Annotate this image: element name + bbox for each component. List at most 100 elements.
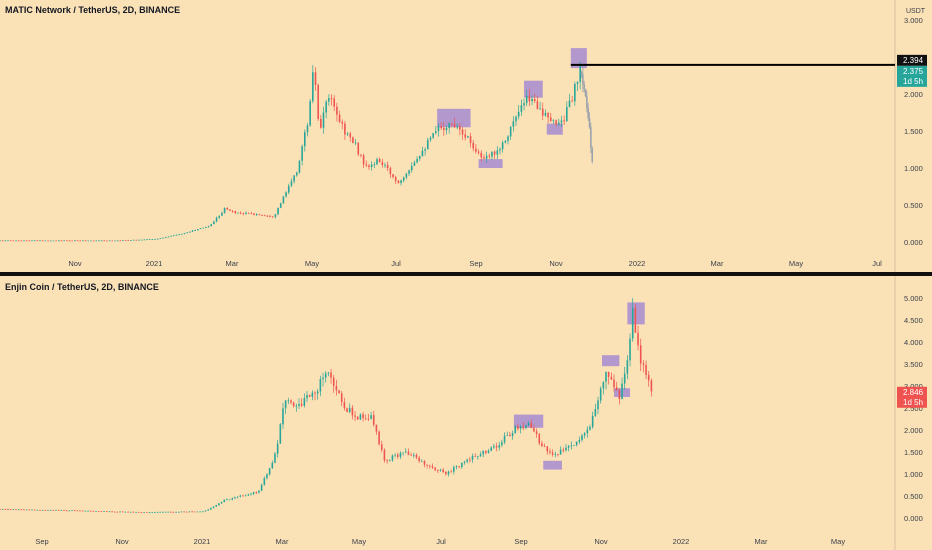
- enj-candle-body: [352, 408, 354, 416]
- matic-candle-body: [34, 240, 36, 241]
- matic-candle-body: [352, 137, 354, 143]
- enj-candle-body: [90, 511, 92, 512]
- matic-x-tick-label: Nov: [68, 259, 82, 268]
- matic-candle-body: [186, 232, 188, 233]
- matic-x-tick-label: Nov: [549, 259, 563, 268]
- matic-highlight-box: [547, 124, 563, 135]
- enj-candle-body: [141, 512, 143, 513]
- enj-candle-body: [306, 395, 308, 398]
- matic-candle-body: [432, 133, 434, 138]
- enj-candle-body: [504, 436, 506, 443]
- enj-candle-body: [389, 460, 391, 461]
- matic-candle-body: [42, 240, 44, 241]
- matic-highlight-box: [479, 159, 503, 168]
- matic-candle-body: [349, 134, 351, 138]
- enj-candle-body: [514, 426, 516, 433]
- matic-candle-body: [221, 213, 223, 216]
- enj-candle-body: [215, 505, 217, 506]
- enj-chart-title: Enjin Coin / TetherUS, 2D, BINANCE: [5, 282, 159, 292]
- enj-candle-body: [181, 512, 183, 513]
- enj-candle-body: [330, 373, 332, 378]
- matic-candle-body: [275, 214, 277, 217]
- enj-candle-body: [37, 510, 39, 511]
- enj-candle-body: [103, 511, 105, 512]
- enj-candle-body: [410, 455, 412, 456]
- enj-x-tick-label: 2021: [194, 537, 211, 546]
- enj-candle-body: [392, 456, 394, 461]
- enj-candle-body: [450, 472, 452, 473]
- matic-candle-body: [277, 208, 279, 215]
- matic-candle-body: [226, 208, 228, 209]
- matic-candle-body: [333, 98, 335, 106]
- matic-candle-body: [243, 213, 245, 214]
- matic-candle-body: [539, 109, 541, 110]
- matic-candle-body: [382, 162, 384, 165]
- enj-candle-body: [488, 451, 490, 453]
- matic-candle-body: [406, 174, 408, 178]
- enj-candle-body: [95, 511, 97, 512]
- matic-candle-body: [261, 215, 263, 216]
- enj-candle-body: [442, 470, 444, 472]
- enj-candle-body: [405, 452, 407, 453]
- matic-candle-body: [0, 240, 1, 241]
- enj-candle-body: [573, 445, 575, 446]
- matic-candle-body: [424, 149, 426, 150]
- matic-candle-body: [69, 240, 71, 241]
- enj-candle-body: [587, 430, 589, 434]
- matic-ghost-body: [585, 89, 587, 96]
- enj-candle-body: [165, 512, 167, 513]
- enj-candle-body: [261, 485, 263, 491]
- matic-candle-body: [464, 134, 466, 137]
- matic-candle-body: [577, 82, 579, 84]
- matic-candle-body: [531, 99, 533, 101]
- matic-candle-body: [213, 222, 215, 225]
- enj-candle-body: [562, 450, 564, 451]
- matic-candle-body: [58, 240, 60, 241]
- enj-x-tick-label: Jul: [436, 537, 446, 546]
- enj-y-tick-label: 1.500: [904, 448, 923, 457]
- enj-candle-body: [336, 386, 338, 390]
- enj-x-tick-label: May: [352, 537, 366, 546]
- enj-candle-body: [312, 393, 314, 397]
- enj-candle-body: [7, 509, 9, 510]
- enj-y-tick-label: 0.000: [904, 514, 923, 523]
- enj-candle-body: [648, 375, 650, 380]
- matic-candle-body: [374, 164, 376, 165]
- enj-candle-body: [229, 499, 231, 500]
- enj-candle-body: [15, 509, 17, 510]
- enj-candle-body: [584, 433, 586, 435]
- enj-candle-body: [424, 461, 426, 465]
- enj-candle-body: [290, 400, 292, 402]
- enj-candle-body: [245, 495, 247, 496]
- enj-candle-body: [138, 512, 140, 513]
- enj-candle-body: [501, 442, 503, 445]
- matic-candle-body: [339, 115, 341, 122]
- enj-candle-body: [58, 510, 60, 511]
- enj-candle-body: [621, 384, 623, 399]
- matic-ghost-body: [583, 84, 585, 89]
- enj-candle-body: [538, 434, 540, 443]
- enj-candle-body: [365, 418, 367, 419]
- enj-highlight-box: [543, 461, 562, 470]
- matic-candle-body: [216, 218, 218, 222]
- enj-candle-body: [469, 460, 471, 461]
- matic-candle-body: [248, 213, 250, 214]
- matic-candle-body: [307, 125, 309, 132]
- pane-separator[interactable]: [0, 272, 932, 276]
- matic-candle-body: [165, 237, 167, 238]
- matic-candle-body: [71, 241, 73, 242]
- matic-candle-body: [363, 155, 365, 164]
- matic-candle-body: [515, 117, 517, 122]
- enj-candle-body: [10, 509, 12, 510]
- matic-candle-body: [400, 180, 402, 183]
- matic-candle-body: [526, 96, 528, 103]
- enj-candle-body: [53, 510, 55, 511]
- enj-candle-body: [194, 512, 196, 513]
- enj-candle-body: [210, 508, 212, 510]
- enj-candle-body: [93, 511, 95, 512]
- matic-candle-body: [309, 101, 311, 125]
- matic-ghost-body: [581, 72, 583, 75]
- matic-ghost-body: [591, 148, 593, 162]
- enj-candle-body: [130, 512, 132, 513]
- matic-candle-body: [384, 165, 386, 166]
